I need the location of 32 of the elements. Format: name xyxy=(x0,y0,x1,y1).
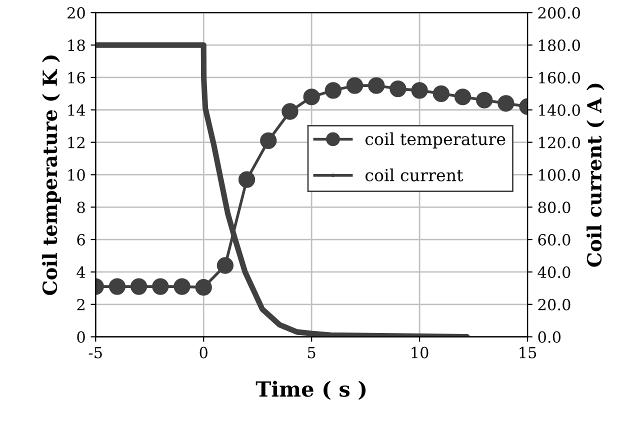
y2-tick-label: 80.0 xyxy=(538,202,570,214)
y-tick-label: 4 xyxy=(76,266,86,278)
y-tick-label: 0 xyxy=(77,331,85,343)
y2-tick-label: 20.0 xyxy=(538,298,570,310)
y-tick-label: 8 xyxy=(77,202,85,214)
y2-tick-label: 160.0 xyxy=(539,72,580,84)
y-tick-label: 16 xyxy=(68,72,85,84)
y-axis-title: Coil temperature ( K ) xyxy=(42,56,61,295)
legend-label: coil temperature xyxy=(365,132,506,149)
y2-tick-label: 40.0 xyxy=(538,266,570,278)
y-tick-label: 10 xyxy=(68,169,85,181)
y2-tick-label: 120.0 xyxy=(539,136,580,148)
x-axis-title: Time ( s ) xyxy=(256,380,366,400)
y-tick-label: 18 xyxy=(68,40,85,52)
x-tick-label: 5 xyxy=(308,346,316,358)
y2-tick-label: 0.0 xyxy=(538,331,561,343)
y-tick-label: 12 xyxy=(68,136,84,148)
x-tick-label: 15 xyxy=(520,346,536,358)
y2-axis-title: Coil current ( A ) xyxy=(586,84,604,267)
y-tick-label: 20 xyxy=(68,7,85,19)
y2-tick-label: 140.0 xyxy=(539,104,580,116)
legend-label: coil current xyxy=(365,168,464,182)
y2-tick-label: 180.0 xyxy=(539,40,580,52)
x-tick-label: 0 xyxy=(200,346,208,358)
y2-tick-label: 100.0 xyxy=(539,169,580,181)
x-tick-label: -5 xyxy=(88,346,102,358)
y2-tick-label: 60.0 xyxy=(538,234,570,246)
x-tick-label: 10 xyxy=(412,346,428,358)
y-tick-label: 14 xyxy=(68,104,86,116)
y-tick-label: 6 xyxy=(77,234,85,246)
y-tick-label: 2 xyxy=(77,298,84,310)
y2-tick-label: 200.0 xyxy=(538,7,580,19)
